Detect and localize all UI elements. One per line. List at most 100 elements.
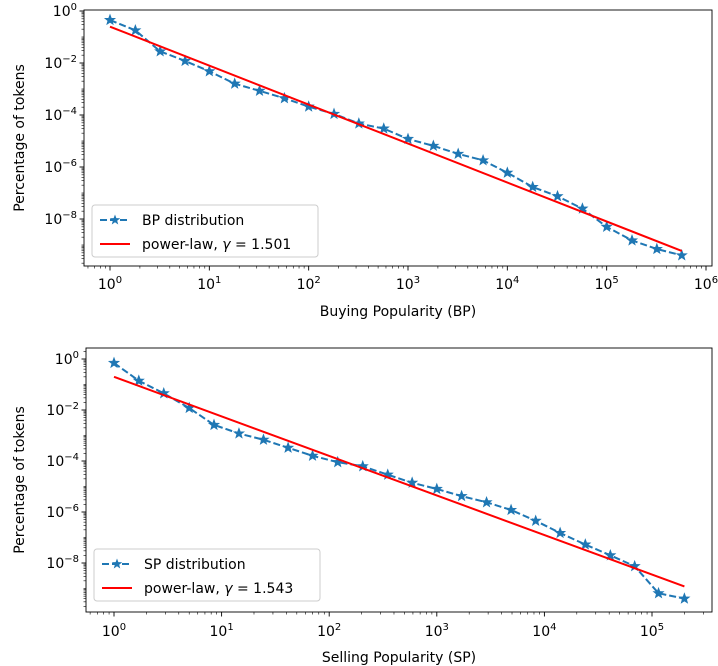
series-line-power-law bbox=[113, 375, 685, 588]
data-point bbox=[282, 441, 295, 453]
y-tick-base: 10 bbox=[46, 454, 64, 470]
x-tick-exponent: 4 bbox=[513, 275, 519, 286]
x-tick-exponent: 1 bbox=[227, 622, 233, 633]
y-tick-exponent: −2 bbox=[64, 401, 79, 412]
legend-label-suffix: = 1.501 bbox=[231, 237, 292, 253]
y-tick-exponent: −4 bbox=[64, 452, 79, 463]
data-point bbox=[529, 514, 542, 526]
y-tick-label: 10−8 bbox=[46, 554, 79, 572]
data-point bbox=[377, 122, 390, 134]
x-tick-base: 10 bbox=[197, 277, 215, 293]
x-tick-label: 101 bbox=[209, 622, 233, 640]
data-point bbox=[129, 23, 142, 36]
data-point bbox=[302, 100, 315, 112]
x-tick-base: 10 bbox=[595, 277, 613, 293]
data-point bbox=[253, 84, 266, 96]
x-axis-label: Buying Popularity (BP) bbox=[320, 304, 476, 320]
series-line-distribution bbox=[113, 362, 685, 600]
x-tick-base: 10 bbox=[209, 624, 227, 640]
data-point bbox=[132, 374, 145, 386]
data-point bbox=[154, 45, 167, 57]
y-tick-label: 10−2 bbox=[46, 401, 79, 419]
x-tick-exponent: 0 bbox=[116, 275, 122, 286]
x-tick-label: 102 bbox=[317, 622, 341, 640]
x-tick-exponent: 2 bbox=[335, 622, 341, 633]
x-tick-label: 104 bbox=[495, 275, 519, 293]
x-tick-label: 105 bbox=[595, 275, 619, 293]
x-tick-base: 10 bbox=[425, 624, 443, 640]
data-point bbox=[452, 147, 465, 160]
data-point bbox=[232, 427, 246, 439]
y-tick-base: 10 bbox=[46, 556, 64, 572]
x-tick-label: 105 bbox=[640, 622, 664, 640]
plot-area bbox=[107, 356, 691, 604]
y-tick-label: 100 bbox=[55, 350, 79, 368]
data-point bbox=[207, 418, 221, 431]
legend-label-prefix: power-law, bbox=[142, 237, 222, 253]
y-tick-base: 10 bbox=[53, 4, 71, 20]
x-tick-exponent: 5 bbox=[658, 622, 664, 633]
data-point bbox=[480, 495, 493, 508]
data-point bbox=[455, 489, 468, 502]
data-point bbox=[406, 476, 419, 488]
legend: BP distribution power-law, γ = 1.501 bbox=[91, 204, 319, 258]
y-tick-base: 10 bbox=[46, 505, 64, 521]
y-axis-label: Percentage of tokens bbox=[12, 406, 28, 554]
x-tick-exponent: 5 bbox=[612, 275, 618, 286]
x-tick-exponent: 0 bbox=[120, 622, 126, 633]
legend-marker-star bbox=[109, 214, 121, 225]
y-tick-exponent: −2 bbox=[62, 54, 77, 65]
legend-label-suffix: = 1.543 bbox=[233, 581, 294, 597]
legend-label-power-law: power-law, γ = 1.543 bbox=[144, 581, 293, 597]
x-tick-label: 100 bbox=[98, 275, 122, 293]
legend-box bbox=[91, 204, 319, 258]
data-point bbox=[501, 166, 514, 178]
y-axis-label: Percentage of tokens bbox=[12, 64, 28, 212]
data-point bbox=[625, 234, 639, 246]
chart-1: 100 101 102 103 104 105 10610010−210−410−610−8… bbox=[12, 2, 718, 320]
y-tick-label: 10−4 bbox=[46, 452, 79, 470]
legend: SP distribution power-law, γ = 1.543 bbox=[93, 548, 321, 602]
y-tick-exponent: −8 bbox=[62, 210, 77, 221]
x-tick-base: 10 bbox=[297, 277, 315, 293]
x-tick-base: 10 bbox=[396, 277, 414, 293]
y-tick-base: 10 bbox=[44, 56, 62, 72]
data-point bbox=[179, 54, 192, 67]
plot-area bbox=[103, 13, 688, 261]
y-tick-exponent: −6 bbox=[62, 158, 77, 169]
y-tick-exponent: 0 bbox=[71, 2, 77, 13]
x-axis-label: Selling Popularity (SP) bbox=[322, 650, 476, 666]
data-point bbox=[103, 13, 117, 26]
x-tick-base: 10 bbox=[98, 277, 116, 293]
x-tick-base: 10 bbox=[640, 624, 658, 640]
data-point bbox=[107, 356, 121, 369]
y-tick-label: 10−6 bbox=[46, 503, 79, 521]
x-tick-exponent: 4 bbox=[550, 622, 556, 633]
data-point bbox=[228, 77, 241, 89]
x-tick-label: 100 bbox=[102, 622, 126, 640]
x-tick-exponent: 3 bbox=[414, 275, 420, 286]
major-ticks bbox=[79, 10, 707, 271]
y-tick-exponent: −8 bbox=[64, 554, 79, 565]
x-tick-label: 103 bbox=[425, 622, 449, 640]
y-tick-base: 10 bbox=[46, 403, 64, 419]
data-point bbox=[554, 526, 567, 539]
x-tick-label: 104 bbox=[532, 622, 556, 640]
y-tick-base: 10 bbox=[44, 160, 62, 176]
legend-marker-star bbox=[111, 558, 123, 569]
series-line-distribution bbox=[109, 19, 682, 257]
data-point bbox=[306, 449, 319, 461]
x-tick-exponent: 3 bbox=[443, 622, 449, 633]
data-point bbox=[526, 180, 539, 193]
x-tick-exponent: 2 bbox=[314, 275, 320, 286]
data-point bbox=[257, 433, 270, 445]
legend-box bbox=[93, 548, 321, 602]
x-tick-label: 103 bbox=[396, 275, 420, 293]
axes-frame bbox=[83, 9, 713, 267]
y-tick-label: 10−4 bbox=[44, 106, 77, 124]
axes-frame bbox=[85, 347, 713, 613]
x-tick-exponent: 1 bbox=[215, 275, 221, 286]
y-tick-label: 10−8 bbox=[44, 210, 77, 228]
x-tick-base: 10 bbox=[694, 277, 712, 293]
data-point bbox=[678, 592, 691, 604]
